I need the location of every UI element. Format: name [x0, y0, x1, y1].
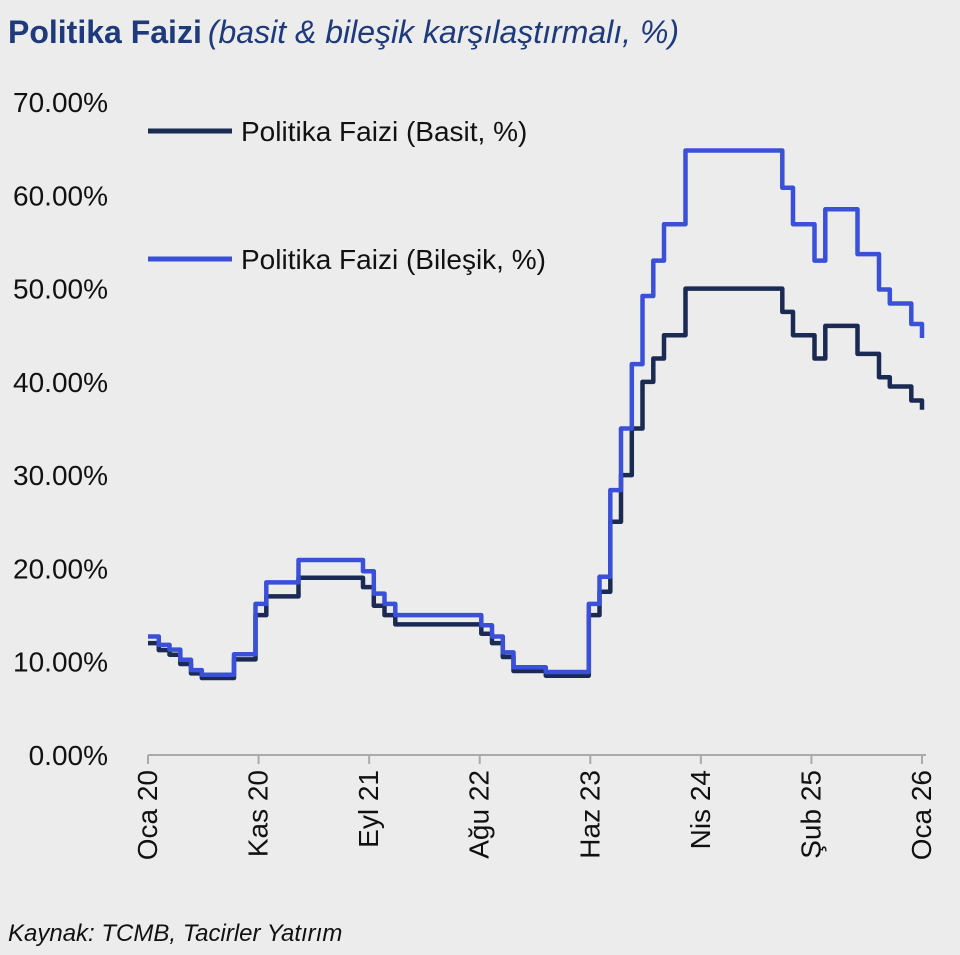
y-tick-label: 40.00%	[13, 367, 108, 398]
y-tick-label: 70.00%	[13, 87, 108, 118]
x-tick-label: Oca 26	[906, 770, 937, 860]
series-line-simple	[148, 286, 925, 681]
x-tick-label: Ağu 22	[464, 770, 495, 859]
chart-subtitle: (basit & bileşik karşılaştırmalı, %)	[207, 14, 680, 50]
chart-title-block: Politika Faizi (basit & bileşik karşılaşt…	[8, 14, 679, 51]
series-line-compound	[148, 148, 925, 678]
y-tick-label: 30.00%	[13, 460, 108, 491]
x-tick-label: Haz 23	[574, 770, 605, 859]
x-tick-label: Şub 25	[795, 770, 826, 859]
y-tick-label: 20.00%	[13, 553, 108, 584]
y-tick-label: 60.00%	[13, 180, 108, 211]
legend-label: Politika Faizi (Bileşik, %)	[241, 244, 546, 275]
x-tick-label: Eyl 21	[353, 770, 384, 848]
y-tick-label: 0.00%	[29, 740, 108, 771]
legend: Politika Faizi (Basit, %) Politika Faizi …	[148, 116, 546, 275]
y-tick-label: 50.00%	[13, 274, 108, 305]
y-tick-label: 10.00%	[13, 647, 108, 678]
series-layer	[148, 148, 925, 681]
x-tick-label: Nis 24	[685, 770, 716, 849]
chart-title: Politika Faizi	[8, 14, 202, 50]
legend-label: Politika Faizi (Basit, %)	[241, 116, 527, 147]
source-note: Kaynak: TCMB, Tacirler Yatırım	[8, 920, 343, 947]
axes: 0.00% 10.00% 20.00% 30.00% 40.00% 50.00% 60.00…	[13, 87, 937, 860]
x-tick-label: Oca 20	[132, 770, 163, 860]
x-tick-label: Kas 20	[243, 770, 274, 857]
